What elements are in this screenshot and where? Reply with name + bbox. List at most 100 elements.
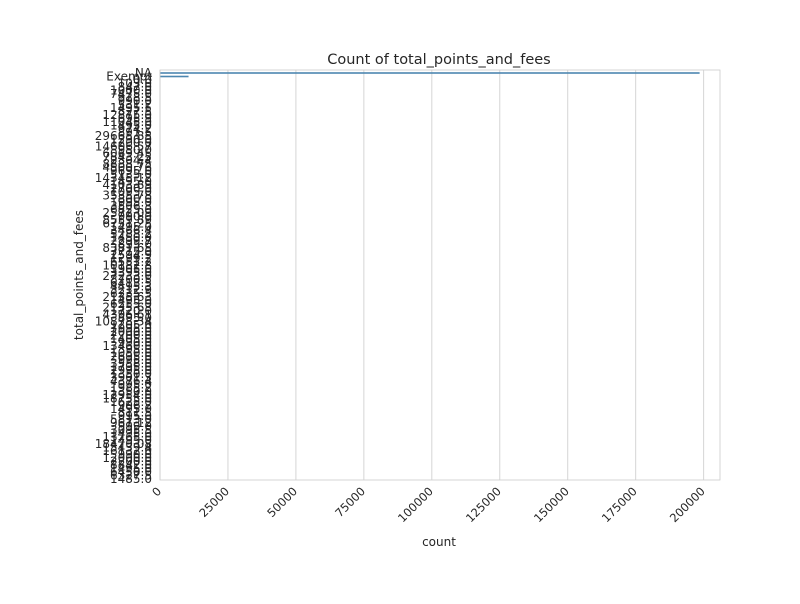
y-tick-label: 1795.0 [110,360,152,374]
y-tick-label: 8381.65 [102,241,152,255]
y-tick-label: 2304.4 [110,154,152,168]
y-tick-label: 847.0 [118,80,152,94]
y-tick-label: 990.0 [118,336,152,350]
y-tick-label: 16132.0 [102,444,152,458]
y-tick-label: 3558.0 [110,357,152,371]
y-tick-label: 1200.0 [110,136,152,150]
y-tick-label: 1495.0 [110,434,152,448]
y-tick-label: 10878.34 [95,315,152,329]
y-tick-label: 531.2 [118,98,152,112]
y-tick-label: 895.0 [118,238,152,252]
y-tick-label: 3535.78 [102,189,152,203]
y-tick-label: 1350.0 [110,385,152,399]
y-tick-label: 7475.0 [110,87,152,101]
y-tick-label: 4396.61 [102,308,152,322]
y-tick-label: 1985.2 [110,381,152,395]
y-tick-label: 3506.3 [110,199,152,213]
y-tick-label: 12954.0 [102,388,152,402]
y-tick-label: 3466.4 [110,224,152,238]
y-tick-label: 990.0 [118,448,152,462]
bars [160,72,700,78]
y-tick-label: 1395.0 [110,343,152,357]
y-tick-label: 1299.2 [110,252,152,266]
y-tick-label: 695.9 [118,112,152,126]
y-tick-label: 1495.0 [110,294,152,308]
y-tick-label: 1495.0 [110,402,152,416]
y-tick-label: 29665.85 [95,129,152,143]
y-tick-label: 14606.57 [95,140,152,154]
y-tick-label: Exempt [106,70,152,84]
y-tick-label: 1095.0 [110,185,152,199]
y-tick-label: 18470.08 [95,437,152,451]
y-tick-label: 1290.0 [110,133,152,147]
y-tick-label: 6235.5 [110,287,152,301]
y-tick-label: 3212.9 [110,283,152,297]
y-tick-label: 2135.63 [102,301,152,315]
y-tick-label: 990.0 [118,94,152,108]
y-tick-label: 6751.25 [102,217,152,231]
y-tick-label: 1205.0 [110,318,152,332]
chart-title: Count of total_points_and_fees [327,52,550,68]
y-tick-label: 6069.45 [102,147,152,161]
y-tick-label: 13765.0 [102,430,152,444]
y-tick-label: 12875.0 [102,108,152,122]
y-tick-label: 14345.12 [95,171,152,185]
y-tick-label: 928.5 [118,91,152,105]
y-tick-label: 7995.0 [110,322,152,336]
y-axis-label: total_points_and_fees [72,210,86,340]
y-tick-label: 1625.0 [110,395,152,409]
y-tick-label: 5288.2 [110,227,152,241]
y-tick-label: 6327.5 [110,469,152,483]
y-tick-label: 7843.25 [102,150,152,164]
y-tick-label: 8559.89 [102,213,152,227]
y-tick-label: 1350.0 [110,367,152,381]
y-tick-label: 10182.8 [102,259,152,273]
y-tick-label: 6255.0 [110,297,152,311]
y-tick-label: 995.0 [118,378,152,392]
y-tick-label: 990.0 [118,210,152,224]
y-tick-label: 8842.0 [110,458,152,472]
y-tick-label: 1405.0 [110,332,152,346]
y-tick-label: 6450.0 [110,465,152,479]
y-tick-label: 906.2 [118,399,152,413]
y-tick-label: 1050.0 [110,346,152,360]
y-tick-label: 15439.4 [102,441,152,455]
y-tick-label: 1495.0 [110,427,152,441]
y-tick-label: 827.5 [118,105,152,119]
y-tick-label: 2572.09 [102,206,152,220]
y-tick-label: 1495.0 [110,220,152,234]
y-tick-label: 4495.3 [110,280,152,294]
y-tick-label: 2594.9 [110,248,152,262]
y-tick-label: 800.0 [118,192,152,206]
y-tick-label: 1495.0 [110,119,152,133]
y-tick-label: 2000.0 [110,325,152,339]
y-tick-label: 6551.2 [110,255,152,269]
y-tick-label: 1495.5 [110,101,152,115]
bar [160,75,189,78]
y-tick-label: NA [135,66,153,80]
y-tick-label: 27233.0 [102,269,152,283]
y-tick-label: 1450.0 [110,231,152,245]
y-tick-label: 950.0 [118,143,152,157]
y-tick-label: 2135.63 [102,290,152,304]
y-tick-label: 2200.0 [110,329,152,343]
y-tick-label: 811.5 [118,406,152,420]
y-tick-label: 6825.0 [110,203,152,217]
y-tick-label: 1995.0 [110,196,152,210]
y-tick-label: 1000.0 [110,84,152,98]
y-tick-label: 1905.0 [110,262,152,276]
y-tick-label: 2995.0 [110,364,152,378]
y-tick-label: 999.0 [118,420,152,434]
y-tick-label: 2700.0 [110,182,152,196]
y-tick-label: 5813.0 [110,413,152,427]
y-tick-label: 1485.0 [110,472,152,486]
y-tick-label: 2299.7 [110,234,152,248]
y-tick-label: 11045.0 [102,115,152,129]
y-tick-label: 1495.0 [110,462,152,476]
bar [160,72,700,74]
y-tick-label: 4376.4 [110,374,152,388]
y-tick-label: 6413.5 [110,276,152,290]
